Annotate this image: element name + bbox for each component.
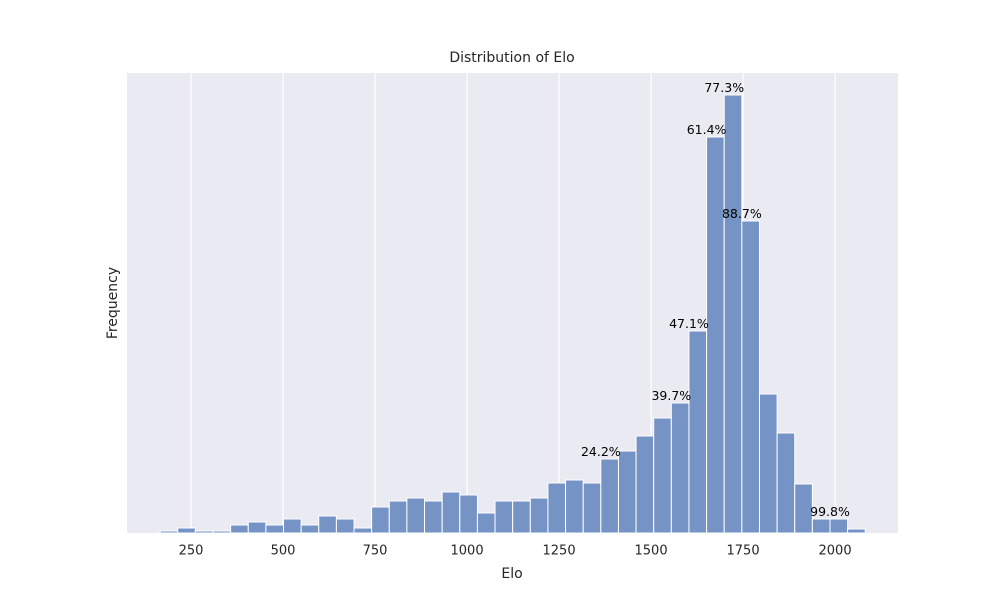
bar [811,518,831,534]
annotation: 24.2% [581,444,621,459]
bar [670,402,690,534]
x-tick-label: 750 [363,544,388,559]
bar [194,530,214,534]
bar [547,482,567,534]
annotation: 99.8% [810,504,850,519]
x-tick-label: 250 [179,544,204,559]
bar [741,220,760,534]
x-tick-label: 500 [271,544,296,559]
bar [847,528,866,534]
bar [794,483,813,534]
bar [424,500,443,534]
bar [406,497,426,534]
bar [353,527,373,534]
y-axis-label: Frequency [105,267,121,339]
x-tick-label: 1750 [727,544,760,559]
bar [318,515,337,534]
bar [758,393,778,534]
bar [494,500,514,534]
bar [600,458,619,534]
x-tick-label: 1000 [451,544,484,559]
bar [829,518,849,534]
bar [388,500,408,534]
bar [706,136,725,534]
bar [776,432,796,534]
bar [459,494,478,534]
bar [565,479,584,534]
bar [512,500,531,534]
bar [653,417,672,534]
bar [177,527,196,534]
x-axis-label: Elo [501,566,522,582]
chart-title: Distribution of Elo [449,50,574,66]
bar [300,524,320,534]
bar [335,518,355,534]
bar [159,530,179,534]
bar [371,506,390,534]
annotation: 47.1% [669,316,709,331]
x-tick-label: 1250 [543,544,576,559]
annotation: 77.3% [704,80,744,95]
annotation: 88.7% [722,206,762,221]
bar [582,482,602,534]
annotation: 39.7% [651,388,691,403]
bar [688,330,708,534]
x-tick-label: 1500 [635,544,668,559]
annotation: 61.4% [687,122,727,137]
bar [635,435,655,534]
bar [265,524,285,534]
bar [283,518,302,534]
bar [476,512,496,534]
bar [230,524,249,534]
bar [617,450,637,534]
bar [247,521,267,534]
bar [723,94,743,534]
bar [441,491,461,534]
bar [212,530,232,534]
bar [529,497,549,534]
x-tick-label: 2000 [819,544,852,559]
